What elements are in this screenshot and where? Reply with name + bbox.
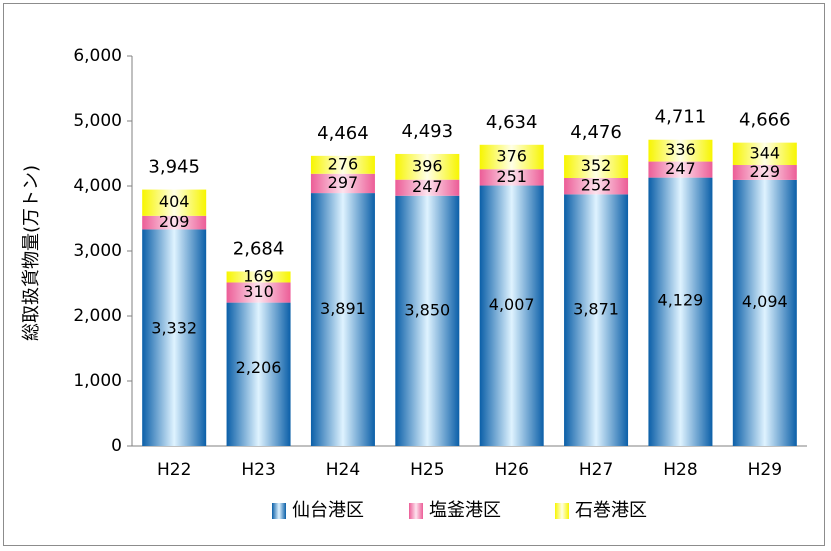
legend-swatch <box>272 503 286 519</box>
bar-value-label: 3,891 <box>320 299 366 318</box>
y-tick-label: 5,000 <box>73 111 122 131</box>
bar-value-label: 4,007 <box>489 295 535 314</box>
bar-segment <box>142 215 207 230</box>
bar-segment <box>648 161 713 178</box>
bar-segment <box>564 178 629 195</box>
x-tick-label: H29 <box>748 460 782 480</box>
bar-value-label: 376 <box>496 147 527 166</box>
legend-label: 仙台港区 <box>292 500 364 521</box>
bar-value-label: 229 <box>750 162 781 181</box>
plot-area: 01,0002,0003,0004,0005,0006,0003,3322094… <box>73 46 807 480</box>
bar-value-label: 3,871 <box>573 300 619 319</box>
bar-total-label: 3,945 <box>148 157 200 178</box>
bar-value-label: 336 <box>665 140 696 159</box>
bar-value-label: 310 <box>243 282 274 301</box>
bar-segment <box>226 271 291 283</box>
x-tick-label: H27 <box>579 460 613 480</box>
y-tick-label: 4,000 <box>73 176 122 196</box>
bar-value-label: 297 <box>328 173 359 192</box>
y-axis-label: 総取扱貨物量(万トン) <box>21 165 42 341</box>
bar-value-label: 3,332 <box>151 319 197 338</box>
bar-value-label: 344 <box>750 143 781 162</box>
legend-label: 石巻港区 <box>575 500 647 521</box>
y-tick-label: 1,000 <box>73 371 122 391</box>
bar-segment <box>564 155 629 179</box>
bar-value-label: 4,129 <box>658 291 704 310</box>
bar-segment <box>732 165 797 180</box>
bar-total-label: 4,493 <box>402 121 454 142</box>
bar-value-label: 396 <box>412 156 443 175</box>
bar-value-label: 352 <box>581 156 612 175</box>
bar-segment <box>395 153 460 180</box>
legend-swatch <box>409 503 423 519</box>
y-tick-label: 2,000 <box>73 306 122 326</box>
legend: 仙台港区 塩釜港区 石巻港区 <box>272 500 647 521</box>
bar-total-label: 4,464 <box>317 123 369 144</box>
bar-value-label: 252 <box>581 176 612 195</box>
y-tick-label: 0 <box>111 436 122 456</box>
bar-segment <box>648 177 713 447</box>
bar-segment <box>395 195 460 446</box>
x-tick-label: H22 <box>157 460 191 480</box>
bar-total-label: 2,684 <box>233 238 285 259</box>
x-tick-label: H24 <box>326 460 360 480</box>
bar-segment <box>648 139 713 162</box>
x-tick-label: H28 <box>663 460 697 480</box>
bar-segment <box>479 185 544 447</box>
bar-segment <box>732 179 797 446</box>
bar-segment <box>395 179 460 196</box>
bar-value-label: 247 <box>665 159 696 178</box>
bar-total-label: 4,634 <box>486 112 538 133</box>
legend-swatch <box>555 503 569 519</box>
bar-total-label: 4,476 <box>570 122 622 143</box>
bar-value-label: 3,850 <box>404 300 450 319</box>
bar-segment <box>479 169 544 186</box>
legend-label: 塩釜港区 <box>429 500 501 521</box>
bar-segment <box>310 155 375 174</box>
x-tick-label: H26 <box>494 460 528 480</box>
bar-segment <box>479 144 544 170</box>
bar-segment <box>142 229 207 446</box>
bar-segment <box>226 302 291 446</box>
bar-segment <box>142 189 207 216</box>
y-tick-label: 6,000 <box>73 46 122 66</box>
x-tick-label: H25 <box>410 460 444 480</box>
bar-value-label: 169 <box>243 266 274 285</box>
bar-value-label: 4,094 <box>742 292 788 311</box>
bar-segment <box>226 282 291 303</box>
bar-value-label: 404 <box>159 192 190 211</box>
bar-value-label: 276 <box>328 154 359 173</box>
bar-value-label: 209 <box>159 212 190 231</box>
bar-segment <box>732 142 797 166</box>
bar-total-label: 4,666 <box>739 110 791 131</box>
bar-value-label: 2,206 <box>236 358 282 377</box>
bar-value-label: 251 <box>496 167 527 186</box>
bar-total-label: 4,711 <box>655 107 707 128</box>
y-tick-label: 3,000 <box>73 241 122 261</box>
bar-segment <box>564 194 629 446</box>
x-tick-label: H23 <box>241 460 275 480</box>
bar-segment <box>310 193 375 446</box>
bar-value-label: 247 <box>412 177 443 196</box>
bar-segment <box>310 173 375 194</box>
